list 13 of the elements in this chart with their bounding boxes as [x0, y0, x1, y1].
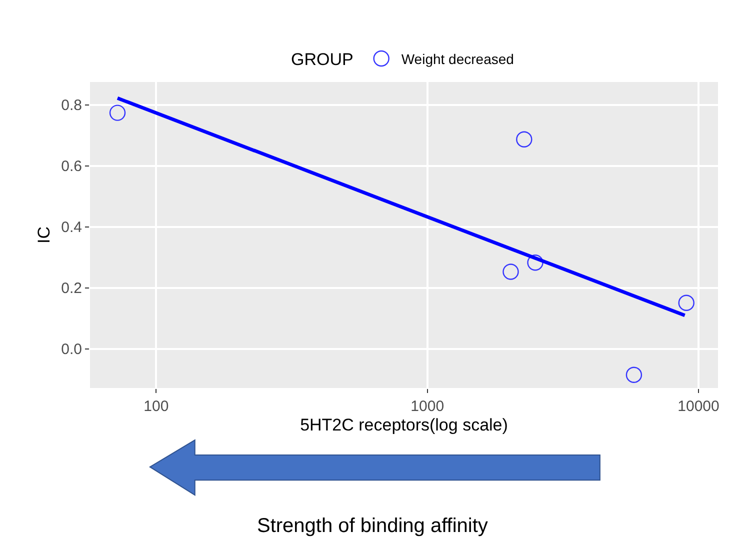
x-tick-label: 1000	[410, 398, 444, 415]
y-tick-label: 0.8	[61, 97, 82, 114]
x-tick-label: 100	[144, 398, 169, 415]
text: Strength of binding affinity	[257, 515, 488, 537]
x-axis-title: 5HT2C receptors(log scale)	[300, 415, 508, 434]
legend-label: Weight decreased	[401, 50, 514, 67]
y-tick-label: 0.4	[61, 219, 82, 236]
legend-title: GROUP	[291, 50, 354, 69]
y-axis-title: IC	[34, 226, 54, 244]
y-tick-label: 0.6	[61, 158, 82, 176]
y-tick-label: 0.0	[61, 341, 82, 358]
y-tick-label: 0.2	[61, 280, 82, 298]
x-tick-label: 10000	[678, 398, 720, 415]
